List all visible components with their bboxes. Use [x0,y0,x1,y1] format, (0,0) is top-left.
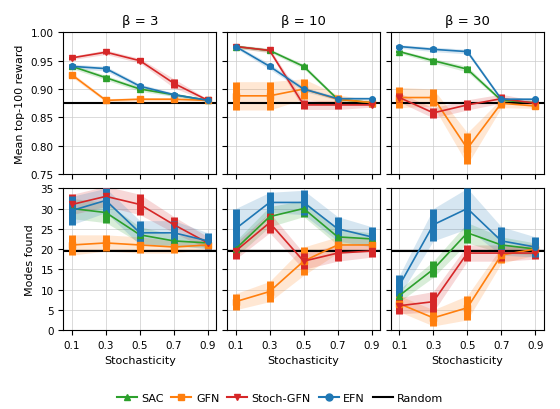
X-axis label: Stochasticity: Stochasticity [104,355,176,365]
Title: β = 30: β = 30 [445,15,490,28]
Y-axis label: Mean top-100 reward: Mean top-100 reward [15,45,25,164]
Legend: SAC, GFN, Stoch-GFN, EFN, Random: SAC, GFN, Stoch-GFN, EFN, Random [113,389,447,407]
Title: β = 10: β = 10 [281,15,326,28]
X-axis label: Stochasticity: Stochasticity [431,355,503,365]
Title: β = 3: β = 3 [122,15,158,28]
X-axis label: Stochasticity: Stochasticity [268,355,339,365]
Y-axis label: Modes found: Modes found [25,224,35,295]
